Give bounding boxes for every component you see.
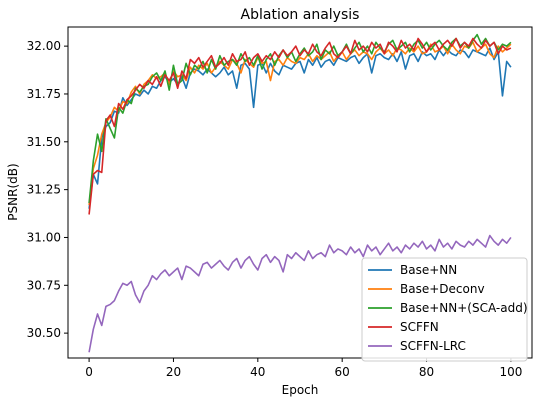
legend-entry: SCFFN-LRC (400, 339, 466, 353)
series-line-1 (88, 41, 512, 206)
x-tick-label: 100 (499, 365, 522, 379)
legend-entry: Base+NN+(SCA-add) (400, 301, 528, 315)
x-tick-label: 60 (335, 365, 350, 379)
y-tick-label: 31.00 (27, 230, 61, 244)
legend: Base+NN Base+Deconv Base+NN+(SCA-add) SCFFN… (361, 257, 528, 362)
chart-title: Ablation analysis (241, 7, 360, 23)
y-tick-label: 32.00 (27, 39, 61, 53)
legend-entry: Base+Deconv (400, 282, 485, 296)
x-tick-label: 0 (85, 365, 93, 379)
x-tick-label: 20 (166, 365, 181, 379)
y-tick-label: 30.50 (27, 326, 61, 340)
series-line-4 (88, 234, 512, 353)
x-axis-label: Epoch (282, 383, 319, 397)
legend-entry: Base+NN (400, 263, 457, 277)
y-tick-label: 31.50 (27, 135, 61, 149)
series-line-0 (88, 47, 512, 209)
series-line-2 (88, 33, 512, 204)
x-tick-label: 80 (419, 365, 434, 379)
plot-frame (67, 26, 533, 359)
legend-entry: SCFFN (400, 320, 439, 334)
series-layer (88, 33, 512, 353)
x-tick-label: 40 (250, 365, 265, 379)
series-line-3 (88, 37, 512, 215)
ticks-layer: 0 20 40 60 80 100 30.50 30.75 31.00 31.25 31.50 31.… (27, 39, 523, 379)
legend-box (361, 257, 528, 362)
y-tick-label: 30.75 (27, 278, 61, 292)
y-tick-label: 31.25 (27, 183, 61, 197)
y-tick-label: 31.75 (27, 87, 61, 101)
y-axis-label: PSNR(dB) (6, 163, 20, 220)
